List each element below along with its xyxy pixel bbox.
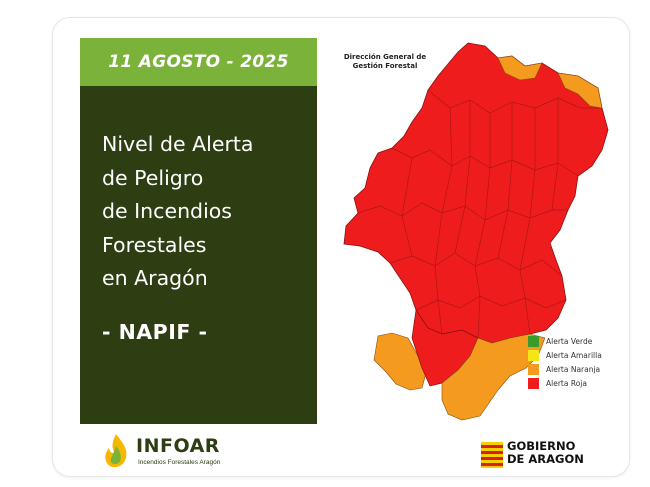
subtitle-napif: - NAPIF - bbox=[102, 320, 208, 344]
legend-swatch-roja bbox=[528, 377, 539, 389]
gobierno-text: GOBIERNO DE ARAGON bbox=[507, 440, 584, 466]
region-southeast-orange bbox=[441, 333, 546, 421]
legend-label-roja: Alerta Roja bbox=[546, 378, 587, 388]
legend-label-naranja: Alerta Naranja bbox=[546, 364, 601, 374]
title-text: Nivel de Alerta de Peligro de Incendios … bbox=[102, 128, 254, 296]
region-southwest-orange bbox=[373, 332, 427, 391]
legend-label-verde: Alerta Verde bbox=[546, 336, 593, 346]
infoar-logo: INFOAR Incendios Forestales Aragón bbox=[100, 432, 300, 470]
infoar-name: INFOAR bbox=[136, 435, 220, 457]
flame-icon bbox=[105, 434, 127, 468]
title-line-2: de Peligro bbox=[102, 165, 204, 190]
legend-swatch-amarilla bbox=[528, 349, 539, 361]
title-panel: Nivel de Alerta de Peligro de Incendios … bbox=[80, 86, 317, 424]
gobierno-line-2: DE ARAGON bbox=[507, 452, 584, 466]
legend-item-amarilla: Alerta Amarilla bbox=[528, 349, 602, 362]
aragon-map-svg bbox=[343, 42, 609, 421]
legend-item-roja: Alerta Roja bbox=[528, 377, 602, 390]
map-source-label: Dirección General de Gestión Forestal bbox=[343, 53, 427, 70]
title-line-1: Nivel de Alerta bbox=[102, 132, 254, 156]
legend-swatch-naranja bbox=[528, 363, 539, 375]
gobierno-line-1: GOBIERNO bbox=[507, 439, 576, 453]
legend-swatch-verde bbox=[528, 335, 539, 347]
aragon-map bbox=[330, 38, 620, 428]
legend-item-naranja: Alerta Naranja bbox=[528, 363, 602, 376]
comarca-boundaries bbox=[357, 89, 602, 339]
aragon-flag-icon bbox=[481, 442, 503, 468]
date-banner: 11 AGOSTO - 2025 bbox=[80, 38, 317, 86]
title-line-3: de Incendios bbox=[102, 199, 232, 223]
legend-label-amarilla: Alerta Amarilla bbox=[546, 350, 602, 360]
region-north-orange-1 bbox=[497, 55, 543, 81]
gobierno-aragon-logo: GOBIERNO DE ARAGON bbox=[481, 440, 601, 470]
title-line-4: Forestales bbox=[102, 232, 207, 257]
infoar-subtitle: Incendios Forestales Aragón bbox=[138, 459, 221, 466]
map-legend: Alerta Verde Alerta Amarilla Alerta Nara… bbox=[528, 335, 602, 391]
title-line-5: en Aragón bbox=[102, 266, 208, 290]
legend-item-verde: Alerta Verde bbox=[528, 335, 602, 348]
date-label: 11 AGOSTO - 2025 bbox=[108, 52, 289, 72]
region-north-orange-2 bbox=[557, 72, 603, 109]
